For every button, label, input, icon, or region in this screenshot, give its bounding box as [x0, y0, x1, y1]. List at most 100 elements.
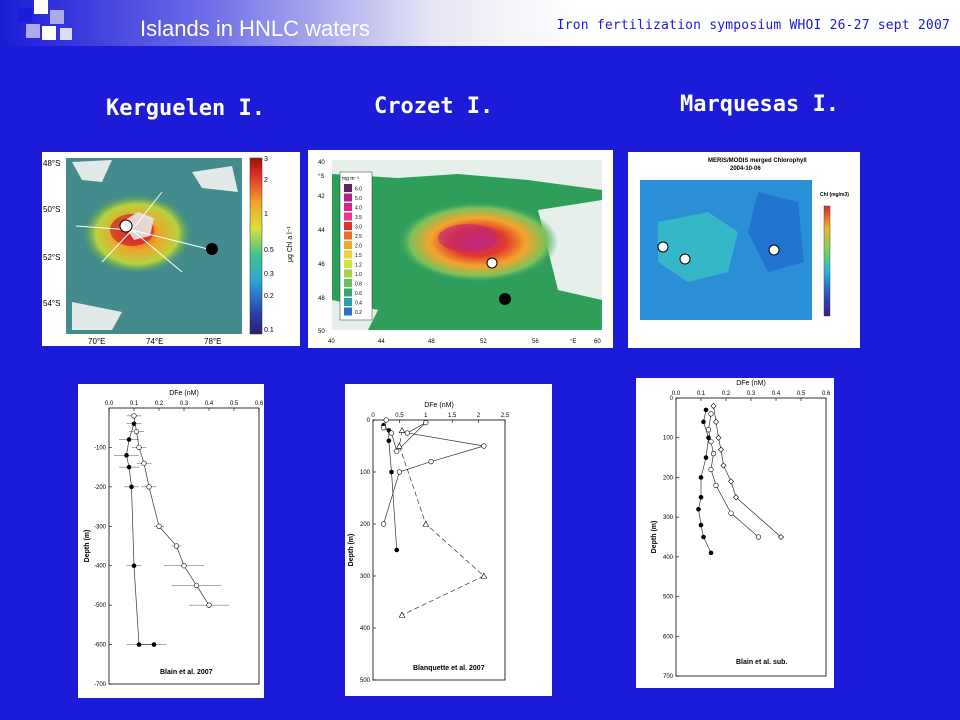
y-tick-label: 300	[663, 515, 674, 521]
legend-swatch	[344, 203, 352, 211]
island-label-kerguelen: Kerguelen I.	[106, 96, 265, 121]
series-line	[133, 415, 210, 606]
data-point-diamond	[712, 418, 720, 425]
cbar-tick-0.1: 0.1	[264, 327, 274, 334]
series-line	[383, 419, 484, 525]
x-tick-label: 0.2	[722, 391, 731, 397]
legend-swatch	[344, 184, 352, 192]
data-point-open	[396, 469, 403, 475]
square-2	[34, 0, 48, 14]
data-point-filled	[126, 437, 132, 442]
y-tick-label: -500	[94, 603, 107, 609]
ship-track	[75, 191, 213, 273]
profile-panel-marquesas: 0.0 0.1 0.2 0.3 0.4 0.5 0.6 0 100 200 300 400 500 600…	[636, 378, 834, 688]
legend-value: 0.6	[355, 291, 362, 297]
lon-unit: °E	[570, 339, 576, 345]
data-point-filled	[708, 550, 714, 556]
marquesas-colorbar	[823, 205, 831, 317]
x-tick-label: 0.0	[672, 391, 681, 397]
legend-value: 3.5	[355, 215, 362, 221]
y-tick-label: -100	[94, 445, 107, 451]
x-tick-label: 0.3	[180, 401, 189, 407]
x-tick-label: 0.2	[155, 401, 164, 407]
lon-label-48: 48	[428, 339, 435, 345]
data-point-filled	[136, 642, 142, 647]
x-tick-label: 0.1	[697, 391, 706, 397]
dfe-depth-chart-kerguelen: 0.0 0.1 0.2 0.3 0.4 0.5 0.6 -100 -200 -300 -400 -50…	[84, 390, 264, 688]
data-point-triangle	[480, 572, 488, 579]
y-tick-label: 0	[670, 396, 674, 402]
x-tick-label: 0.5	[395, 413, 404, 419]
data-point-diamond	[727, 478, 735, 485]
legend-value: 2.5	[355, 234, 362, 240]
data-point-open	[428, 458, 434, 465]
data-point-open	[133, 429, 140, 435]
legend-swatch	[344, 288, 352, 297]
data-point-open	[394, 448, 400, 454]
station-open-marker-2	[679, 253, 691, 265]
legend-swatch	[344, 241, 352, 249]
series-line	[708, 413, 759, 538]
lat-label-48: 48	[318, 296, 325, 302]
lat-label-42: 42	[318, 194, 325, 200]
citation-label: Blain et al. 2007	[160, 669, 213, 676]
citation-label: Blanquette et al. 2007	[413, 665, 485, 672]
lon-label-74: 74°E	[146, 337, 163, 346]
profile-panel-kerguelen: 0.0 0.1 0.2 0.3 0.4 0.5 0.6 -100 -200 -300 -400 -50…	[78, 384, 264, 698]
data-point-open	[193, 582, 200, 589]
data-point-open	[146, 484, 152, 490]
data-point-diamond	[720, 462, 727, 469]
y-tick-label: 400	[663, 555, 674, 561]
station-open-marker-3	[768, 244, 780, 256]
square-3	[50, 10, 64, 24]
data-point-open	[755, 534, 762, 540]
data-point-open	[388, 430, 395, 436]
y-tick-label: 500	[663, 595, 674, 601]
x-axis-label: DFe (nM)	[424, 402, 454, 409]
data-point-filled	[386, 438, 392, 444]
x-tick-label: 0.6	[255, 401, 264, 407]
y-tick-label: 500	[360, 678, 371, 684]
series-line	[399, 430, 485, 616]
conference-label: Iron fertilization symposium WHOI 26-27 …	[556, 18, 950, 33]
y-tick-label: -400	[94, 564, 107, 570]
data-point-open	[708, 411, 714, 417]
lon-label-44: 44	[378, 339, 385, 345]
legend-swatch	[344, 250, 352, 259]
citation-label: Blain et al. sub.	[736, 659, 787, 666]
lat-label-46: 46	[318, 262, 325, 268]
data-point-open	[380, 521, 387, 527]
lat-label-54: 54°S	[43, 299, 60, 308]
dfe-depth-chart-crozet: 0 0.5 1 1.5 2 2.5 0 100 200 300 400 500 DFe (nM) Dept…	[348, 402, 510, 684]
chlorophyll-patch	[658, 212, 738, 282]
title-bar	[0, 0, 960, 46]
y-tick-label: 300	[360, 574, 371, 580]
x-tick-label: 0.6	[822, 391, 831, 397]
data-point-open	[131, 413, 137, 419]
profile-panel-crozet: 0 0.5 1 1.5 2 2.5 0 100 200 300 400 500 DFe (nM) Dept…	[345, 384, 552, 696]
data-point-open	[136, 444, 142, 451]
legend-value: 6.0	[355, 187, 362, 193]
x-tick-label: 0.5	[230, 401, 239, 407]
data-point-filled	[703, 407, 709, 413]
legend-swatches: 6.0 5.0 4.0 3.5 3.0 2.5 2.0 1.5 1.2 1.0 0.8 0.6 0.4 0…	[344, 184, 362, 316]
legend-value: 0.8	[355, 282, 362, 288]
kerguelen-colorbar	[249, 157, 263, 335]
cbar-tick-3: 3	[264, 156, 268, 163]
data-point-triangle	[398, 611, 406, 618]
bloom-region-core	[438, 224, 498, 252]
chlorophyll-patch-2	[748, 192, 804, 272]
legend-swatch	[344, 222, 352, 230]
station-filled-marker	[206, 243, 218, 255]
kerguelen-map: 3 2 1 0.5 0.3 0.2 0.1 µg Chl a l⁻¹ 48°S …	[42, 152, 300, 346]
x-tick-label: 2	[477, 413, 481, 419]
data-point-open	[708, 466, 714, 473]
y-tick-label: 0	[367, 418, 371, 424]
station-open-marker	[486, 257, 498, 269]
data-point-filled	[389, 469, 394, 475]
island-label-crozet: Crozet I.	[374, 94, 494, 119]
data-point-filled	[124, 453, 129, 458]
lon-label-60: 60	[594, 339, 601, 345]
marquesas-map-date: 2004-10-06	[730, 166, 761, 172]
